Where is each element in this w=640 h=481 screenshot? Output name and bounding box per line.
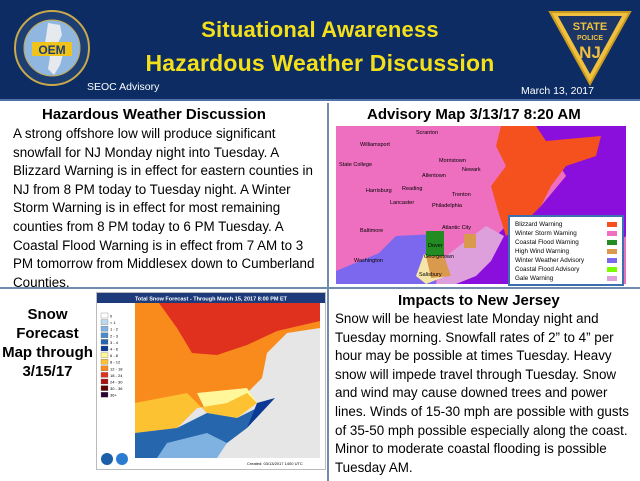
city-label: Philadelphia xyxy=(432,203,463,209)
city-label: Morristown xyxy=(439,158,466,164)
city-label: Georgetown xyxy=(424,254,454,260)
discussion-title: Hazardous Weather Discussion xyxy=(42,106,266,123)
snow-legend-label: 2 - 3 xyxy=(110,333,119,338)
snow-map-footer: Created: 03/13/2017 1400 UTC xyxy=(247,461,303,466)
legend-item: Blizzard Warning xyxy=(515,220,617,229)
snow-legend-label: 6 - 8 xyxy=(110,353,119,358)
snow-legend-swatch xyxy=(100,319,109,325)
legend-item: Gale Warning xyxy=(515,274,617,283)
snow-legend-swatch xyxy=(100,312,109,319)
snow-forecast-map: Total Snow Forecast - Through March 15, … xyxy=(96,292,326,470)
snow-legend-label: 18 - 24 xyxy=(110,373,123,378)
snow-legend-label: 36+ xyxy=(110,393,117,398)
state-police-logo: STATE POLICE NJ xyxy=(548,10,632,91)
legend-swatch xyxy=(607,249,617,254)
snow-legend-swatch xyxy=(100,372,109,378)
legend-item: Coastal Flood Advisory xyxy=(515,265,617,274)
impacts-text: Snow will be heaviest late Monday night … xyxy=(335,311,629,475)
snow-legend-swatch xyxy=(100,365,109,371)
snow-legend-label: 1 - 2 xyxy=(110,327,119,332)
legend-label: Winter Storm Warning xyxy=(515,230,577,237)
city-label: Dover xyxy=(428,243,443,249)
legend-item: Winter Storm Warning xyxy=(515,229,617,238)
date: March 13, 2017 xyxy=(521,85,594,97)
snow-legend-swatch xyxy=(100,345,109,352)
city-label: Newark xyxy=(462,167,481,173)
advisory-map-legend: Blizzard Warning Winter Storm Warning Coas… xyxy=(508,215,624,286)
snow-legend-label: 0 xyxy=(110,314,113,319)
snow-legend-swatch xyxy=(100,339,109,345)
snow-legend-label: 12 - 18 xyxy=(110,366,123,371)
legend-item: Coastal Flood Warning xyxy=(515,238,617,247)
header-banner: OEM Situational Awareness Hazardous Weat… xyxy=(0,0,640,101)
impacts-title: Impacts to New Jersey xyxy=(398,292,560,309)
snow-legend-swatch xyxy=(100,378,109,385)
noaa-logo xyxy=(116,453,128,465)
legend-label: Blizzard Warning xyxy=(515,221,563,228)
city-label: State College xyxy=(339,162,372,168)
snow-map-title: Total Snow Forecast - Through March 15, … xyxy=(135,297,288,303)
title-line1: Situational Awareness xyxy=(201,17,439,42)
title-line2: Hazardous Weather Discussion xyxy=(145,50,495,76)
city-label: Reading xyxy=(402,186,423,192)
snow-legend-label: < 1 xyxy=(110,320,116,325)
snow-legend-swatch xyxy=(100,326,109,332)
legend-swatch xyxy=(607,222,617,227)
legend-label: Winter Weather Advisory xyxy=(515,257,585,264)
snow-legend-label: 3 - 4 xyxy=(110,340,119,345)
city-label: Salisbury xyxy=(419,272,442,278)
vertical-divider xyxy=(327,103,329,481)
city-label: Scranton xyxy=(416,130,438,136)
city-label: Williamsport xyxy=(360,142,390,148)
snow-legend-swatch xyxy=(100,332,109,338)
legend-label: Coastal Flood Advisory xyxy=(515,266,580,273)
legend-swatch xyxy=(607,231,617,236)
svg-text:STATE: STATE xyxy=(573,21,607,33)
snow-legend-label: 8 - 12 xyxy=(110,360,121,365)
svg-text:NJ: NJ xyxy=(579,43,601,62)
legend-label: Gale Warning xyxy=(515,275,554,282)
snow-legend-label: 4 - 6 xyxy=(110,347,119,352)
legend-label: High Wind Warning xyxy=(515,248,570,255)
discussion-text: A strong offshore low will produce signi… xyxy=(13,126,315,290)
snow-legend-label: 24 - 30 xyxy=(110,380,123,385)
city-label: Harrisburg xyxy=(366,188,392,194)
nws-logo xyxy=(101,453,113,465)
subtitle: SEOC Advisory xyxy=(87,81,160,93)
city-label: Trenton xyxy=(452,192,471,198)
city-label: Lancaster xyxy=(390,200,414,206)
advisory-map-title: Advisory Map 3/13/17 8:20 AM xyxy=(367,106,581,123)
svg-text:POLICE: POLICE xyxy=(577,35,603,42)
legend-item: High Wind Warning xyxy=(515,247,617,256)
legend-label: Coastal Flood Warning xyxy=(515,239,579,246)
legend-swatch xyxy=(607,240,617,245)
snow-legend-swatch xyxy=(100,392,109,398)
horizontal-divider xyxy=(0,287,640,289)
city-label: Baltimore xyxy=(360,228,383,234)
snow-map-label: Snow Forecast Map through 3/15/17 xyxy=(2,306,93,380)
legend-swatch xyxy=(607,267,617,272)
legend-item: Winter Weather Advisory xyxy=(515,256,617,265)
city-label: Washington xyxy=(354,258,383,264)
oem-logo: OEM xyxy=(14,9,90,92)
snow-legend-swatch xyxy=(100,385,109,391)
snow-legend-swatch xyxy=(100,359,109,365)
city-label: Atlantic City xyxy=(442,225,471,231)
snow-legend-swatch xyxy=(100,352,109,358)
legend-swatch xyxy=(607,258,617,263)
city-label: Allentown xyxy=(422,173,446,179)
legend-swatch xyxy=(607,276,617,281)
snow-legend-label: 30 - 36 xyxy=(110,386,123,391)
svg-text:OEM: OEM xyxy=(38,43,65,57)
